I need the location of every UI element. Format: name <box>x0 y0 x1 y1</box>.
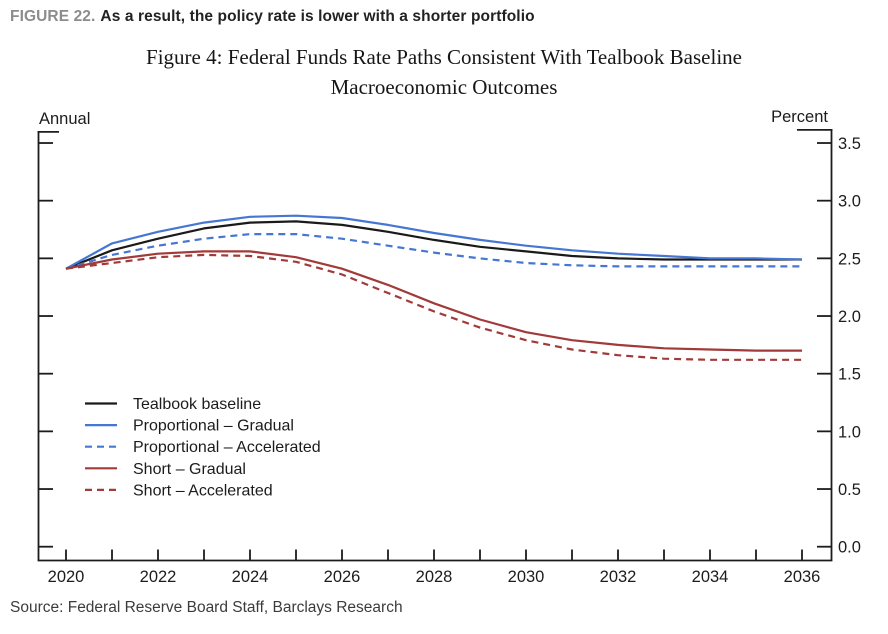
figure-caption: As a result, the policy rate is lower wi… <box>100 8 535 25</box>
axis-labels: 0.0 0.5 1.0 1.5 2.0 2.5 3.0 3.5 2020 2022 2024 2026… <box>39 108 861 586</box>
series-line-tealbook-baseline <box>65 220 802 270</box>
x-tick-label: 2020 <box>48 568 85 586</box>
y-tick-label: 2.5 <box>838 250 861 268</box>
source-note: Source: Federal Reserve Board Staff, Bar… <box>10 599 403 616</box>
y-tick-label: 1.0 <box>838 423 861 441</box>
y-tick-label: 1.5 <box>838 366 861 384</box>
series-line-short-gradual <box>65 250 802 352</box>
series-line-short-accelerated <box>65 253 802 361</box>
figure-number-label: FIGURE 22. <box>10 8 96 25</box>
figure-header: FIGURE 22. As a result, the policy rate i… <box>10 8 535 26</box>
x-tick-label: 2030 <box>508 568 545 586</box>
x-tick-label: 2022 <box>140 568 177 586</box>
legend-label-short-gradual: Short – Gradual <box>133 461 246 478</box>
y-tick-label: 3.0 <box>838 193 861 211</box>
x-tick-label: 2024 <box>232 568 269 586</box>
x-tick-label: 2034 <box>692 568 729 586</box>
axes <box>37 128 833 562</box>
x-tick-label: 2036 <box>784 568 821 586</box>
legend: Tealbook baseline Proportional – Gradual P… <box>85 396 321 499</box>
x-tick-label: 2026 <box>324 568 361 586</box>
y-tick-label: 3.5 <box>838 135 861 153</box>
legend-label-tealbook-baseline: Tealbook baseline <box>133 396 261 413</box>
x-tick-label: 2032 <box>600 568 637 586</box>
legend-label-short-accelerated: Short – Accelerated <box>133 482 273 499</box>
chart-title: Figure 4: Federal Funds Rate Paths Consi… <box>0 42 888 102</box>
chart-title-line1: Figure 4: Federal Funds Rate Paths Consi… <box>146 45 742 69</box>
y-tick-label: 0.5 <box>838 481 861 499</box>
left-axis-unit-label: Annual <box>39 110 90 128</box>
x-tick-label: 2028 <box>416 568 453 586</box>
right-axis-unit-label: Percent <box>771 108 828 126</box>
y-tick-label: 0.0 <box>838 539 861 557</box>
chart-title-line2: Macroeconomic Outcomes <box>330 75 558 99</box>
series-line-proportional-gradual <box>65 214 803 270</box>
series-line-proportional-accelerated <box>65 233 802 270</box>
legend-label-proportional-gradual: Proportional – Gradual <box>133 418 294 435</box>
legend-label-proportional-accelerated: Proportional – Accelerated <box>133 439 321 456</box>
y-tick-label: 2.0 <box>838 308 861 326</box>
